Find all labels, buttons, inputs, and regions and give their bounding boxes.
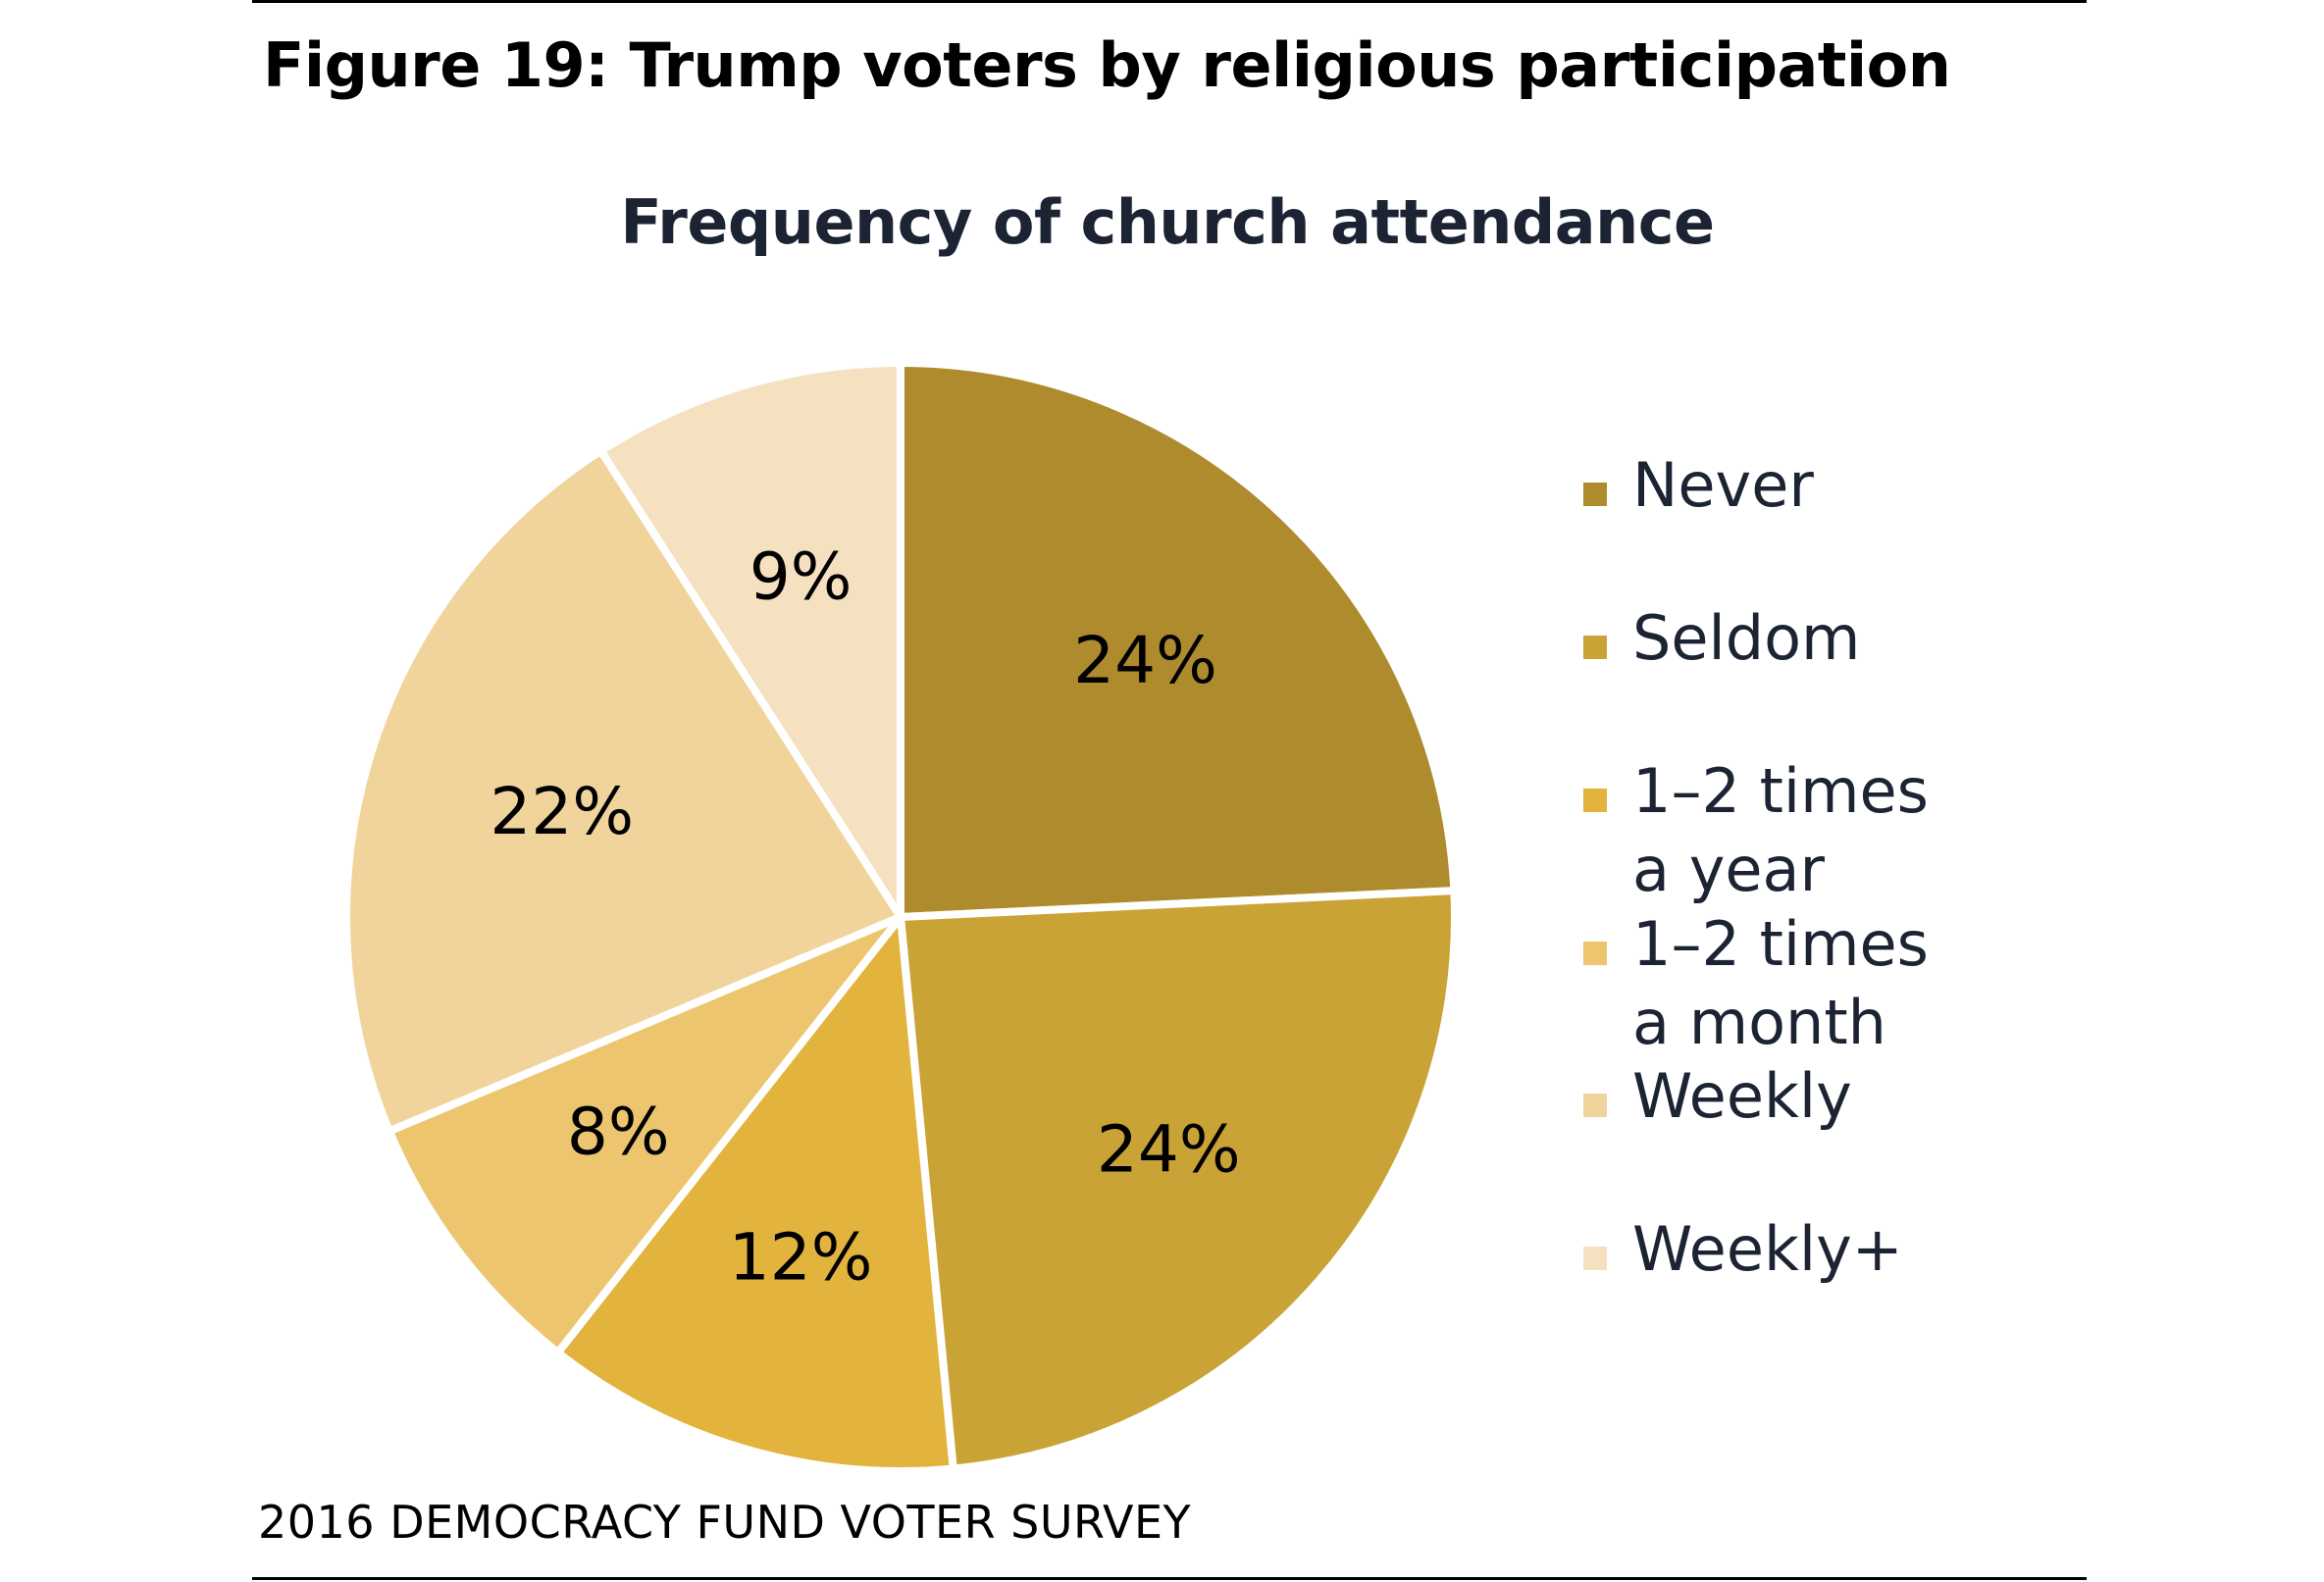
legend-swatch-never [1583,483,1607,506]
pie-data-label-1-2-times-a-month: 8% [567,1094,670,1169]
top-rule [252,0,2087,3]
legend-swatch-weekly-plus [1583,1247,1607,1270]
pie-slice-1-2-times-a-year [553,913,957,1475]
pie-slice-1-2-times-a-month [385,913,904,1357]
legend-label-weekly-plus: Weekly+ [1632,1213,1903,1285]
legend-label-monthly: 1–2 times a month [1632,908,1929,1058]
pie-data-label-weekly: 9% [749,539,852,615]
source-note: 2016 DEMOCRACY FUND VOTER SURVEY [258,1496,1192,1549]
legend-swatch-yearly [1583,789,1607,812]
figure-title: Figure 19: Trump voters by religious par… [263,29,1951,101]
pie-slice-weekly [596,359,904,921]
pie-slice-weekly [342,446,904,1136]
legend-swatch-weekly [1583,1094,1607,1117]
pie-data-label-1-2-times-a-year: 12% [729,1219,873,1295]
legend-label-yearly: 1–2 times a year [1632,755,1929,905]
pie-slice-seldom [897,887,1459,1473]
pie-data-label-seldom: 24% [1097,1111,1241,1187]
legend-label-weekly: Weekly [1632,1060,1852,1132]
pie-data-label-never: 24% [1073,623,1217,698]
legend-swatch-seldom [1583,636,1607,659]
pie-slice-never [897,359,1459,921]
legend-label-never: Never [1632,449,1814,521]
legend-swatch-monthly [1583,942,1607,965]
chart-title: Frequency of church attendance [620,186,1715,258]
legend-label-seldom: Seldom [1632,602,1861,674]
pie-data-label-weekly: 22% [490,774,634,849]
bottom-rule [252,1577,2087,1580]
